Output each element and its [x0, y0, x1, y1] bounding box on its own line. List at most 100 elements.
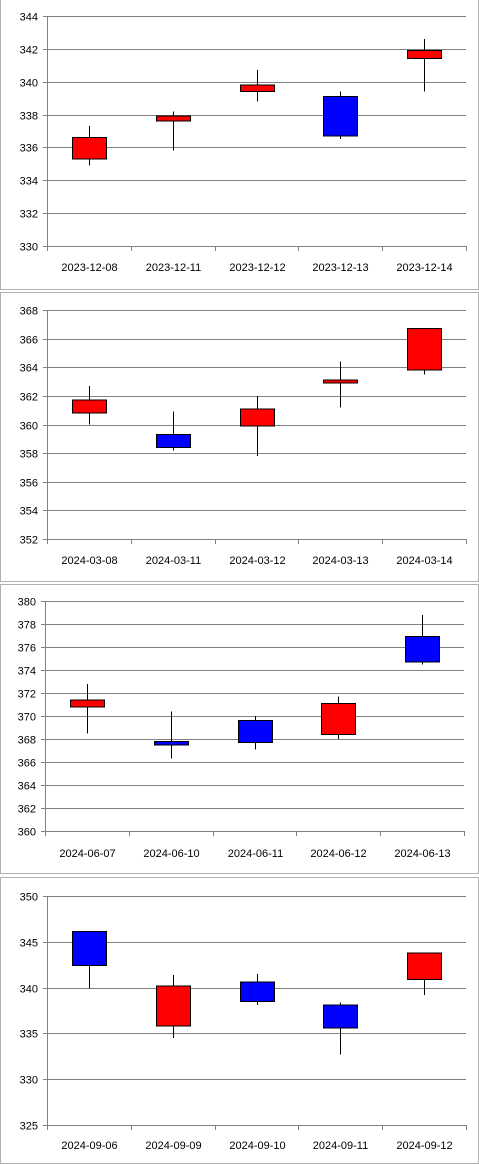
candle	[405, 614, 440, 665]
candle	[407, 39, 442, 92]
x-tick-label: 2023-12-14	[396, 262, 452, 274]
candle	[240, 973, 275, 1006]
candle-body-down	[240, 981, 275, 1002]
y-tick-label: 368	[20, 306, 38, 318]
y-tick-label: 366	[18, 758, 36, 770]
candle-body-up	[70, 699, 105, 708]
y-tick-label: 358	[20, 449, 38, 461]
y-tick-label: 360	[20, 421, 38, 433]
candle	[72, 126, 107, 166]
candle-body-up	[407, 50, 442, 60]
candle	[72, 931, 107, 989]
candle	[72, 385, 107, 425]
candle-body-up	[407, 952, 442, 980]
chart-panel-3: 360 362 364 366 368 370 372 374 376 378 380 2024-06…	[0, 584, 479, 874]
y-tick-label: 352	[20, 535, 38, 547]
candle-body-up	[72, 399, 107, 414]
x-tick-label: 2024-09-11	[313, 1140, 368, 1152]
y-tick-label: 340	[20, 78, 38, 90]
candle-body-up	[323, 379, 358, 384]
y-tick-label: 368	[18, 735, 36, 747]
x-tick-label: 2024-03-11	[146, 555, 201, 567]
candle	[156, 111, 191, 151]
candle	[156, 974, 191, 1038]
y-tick-label: 364	[20, 363, 38, 375]
candle-body-up	[156, 115, 191, 122]
x-tick-label: 2023-12-11	[146, 262, 201, 274]
candle-body-down	[156, 434, 191, 448]
chart-panel-1: 330 332 334 336 338 340 342 344 2023-12-08 2023-1…	[0, 0, 479, 290]
y-tick-label: 364	[18, 781, 36, 793]
x-tick-label: 2024-09-10	[229, 1140, 285, 1152]
x-tick-label: 2023-12-12	[229, 262, 285, 274]
x-tick-label: 2024-06-13	[394, 848, 450, 860]
y-tick-label: 356	[20, 478, 38, 490]
candle-body-down	[72, 931, 107, 967]
y-tick-label: 350	[20, 892, 38, 904]
y-tick-label: 332	[20, 209, 38, 221]
candle-body-up	[156, 985, 191, 1027]
y-tick-label: 334	[20, 176, 38, 188]
candle	[240, 395, 275, 456]
candle	[407, 328, 442, 375]
candlestick-chart-2: 352 354 356 358 360 362 364 366 368 2024-03-08 202…	[20, 306, 467, 567]
chart-panel-4: 325 330 335 340 345 350 2024-09-06 2024-09-09 20…	[0, 877, 479, 1164]
x-tick-label: 2023-12-13	[312, 262, 368, 274]
x-tick-label: 2024-09-09	[145, 1140, 201, 1152]
candle	[154, 711, 189, 759]
candle	[70, 683, 105, 734]
candle	[407, 952, 442, 995]
y-tick-label: 335	[20, 1029, 38, 1041]
candle-body-down	[154, 740, 189, 746]
x-tick-label: 2024-09-12	[396, 1140, 452, 1152]
x-tick-label: 2024-03-14	[396, 555, 452, 567]
x-tick-label: 2024-09-06	[61, 1140, 117, 1152]
y-tick-label: 362	[20, 392, 38, 404]
x-tick-label: 2024-06-12	[310, 848, 366, 860]
y-tick-label: 338	[20, 111, 38, 123]
y-tick-label: 362	[18, 804, 36, 816]
y-tick-label: 366	[20, 335, 38, 347]
y-tick-label: 345	[20, 938, 38, 950]
candle	[240, 70, 275, 102]
x-tick-label: 2024-06-07	[59, 848, 115, 860]
y-tick-label: 344	[20, 12, 38, 24]
candle-body-down	[323, 1004, 358, 1029]
y-tick-label: 370	[18, 712, 36, 724]
candle-body-up	[407, 328, 442, 371]
candle-body-down	[323, 96, 358, 137]
candlestick-chart-4: 325 330 335 340 345 350 2024-09-06 2024-09-09 20…	[20, 892, 467, 1152]
candle-body-up	[240, 84, 275, 93]
y-tick-label: 330	[20, 1075, 38, 1087]
candle	[238, 716, 273, 750]
candlestick-chart-1: 330 332 334 336 338 340 342 344 2023-12-08 2023-1…	[20, 12, 467, 274]
candle-body-up	[240, 408, 275, 427]
y-tick-label: 325	[20, 1121, 38, 1133]
y-tick-label: 374	[18, 666, 36, 678]
candlestick-chart-3: 360 362 364 366 368 370 372 374 376 378 380 2024-06…	[18, 597, 465, 860]
y-tick-label: 376	[18, 643, 36, 655]
candle-body-up	[72, 137, 107, 160]
chart-panel-2: 352 354 356 358 360 362 364 366 368 2024-03-08 202…	[0, 292, 479, 582]
candle	[323, 91, 358, 140]
x-tick-label: 2023-12-08	[61, 262, 117, 274]
candle-body-down	[405, 636, 440, 663]
x-tick-label: 2024-06-10	[143, 848, 199, 860]
candle	[323, 1002, 358, 1055]
y-tick-label: 340	[20, 984, 38, 996]
y-tick-label: 360	[18, 827, 36, 839]
y-tick-label: 336	[20, 143, 38, 155]
y-tick-label: 342	[20, 45, 38, 57]
y-tick-label: 378	[18, 620, 36, 632]
y-tick-label: 372	[18, 689, 36, 701]
x-tick-label: 2024-03-12	[229, 555, 285, 567]
x-tick-label: 2024-03-13	[312, 555, 368, 567]
y-tick-label: 380	[18, 597, 36, 609]
y-tick-label: 354	[20, 506, 38, 518]
candle	[156, 411, 191, 451]
x-tick-label: 2024-03-08	[61, 555, 117, 567]
candle-body-down	[238, 720, 273, 743]
candle-body-up	[321, 702, 356, 735]
y-tick-label: 330	[20, 242, 38, 254]
candle	[323, 361, 358, 408]
